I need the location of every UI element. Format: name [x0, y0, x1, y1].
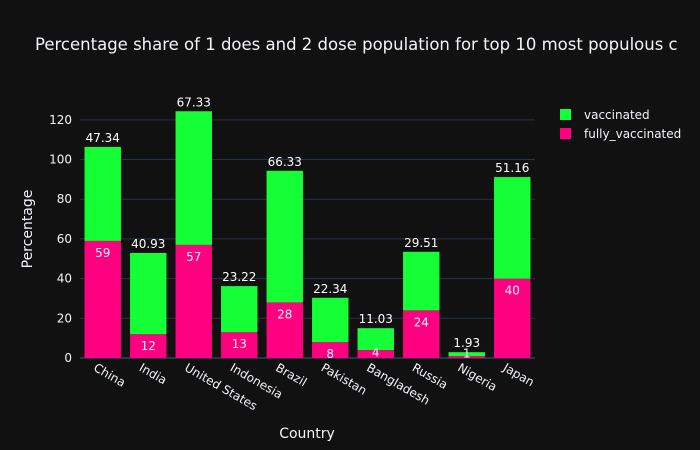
bar-fully-vaccinated: [403, 310, 440, 358]
legend-label-vaccinated: vaccinated: [584, 108, 650, 122]
data-labels: 59 47.34 12 40.93 57 67.33 13 23.22 28 66.33 8 22.3…: [86, 95, 530, 361]
bar-fully-vaccinated: [357, 350, 394, 358]
data-label-fully-vaccinated: 1: [463, 347, 471, 361]
y-tick-label: 60: [57, 232, 72, 246]
bar-fully-vaccinated: [266, 302, 303, 358]
y-tick-label: 120: [49, 113, 72, 127]
data-label-vaccinated: 11.03: [359, 312, 393, 326]
data-label-fully-vaccinated: 12: [141, 339, 156, 353]
bar-vaccinated: [494, 177, 531, 279]
data-label-vaccinated: 47.34: [86, 131, 120, 145]
bar-fully-vaccinated: [221, 332, 258, 358]
legend-swatch-fully-vaccinated: [560, 128, 571, 139]
bar-vaccinated: [130, 252, 167, 335]
bar-fully-vaccinated: [312, 342, 349, 358]
legend: vaccinated fully_vaccinated: [560, 108, 681, 141]
data-label-fully-vaccinated: 4: [372, 345, 380, 359]
data-label-vaccinated: 23.22: [222, 270, 256, 284]
bar-fully-vaccinated: [175, 244, 212, 358]
legend-label-fully-vaccinated: fully_vaccinated: [584, 127, 681, 141]
y-tick-label: 100: [49, 153, 72, 167]
bar-vaccinated: [312, 297, 349, 343]
bars: [84, 111, 531, 358]
x-axis-title: Country: [279, 426, 335, 442]
bar-vaccinated: [266, 170, 303, 303]
y-axis-title: Percentage: [20, 190, 36, 269]
data-label-fully-vaccinated: 59: [95, 246, 110, 260]
bar-vaccinated: [357, 328, 394, 351]
bar-fully-vaccinated: [448, 356, 485, 358]
data-label-vaccinated: 51.16: [495, 161, 529, 175]
data-label-fully-vaccinated: 24: [414, 315, 429, 329]
data-label-fully-vaccinated: 8: [326, 347, 334, 361]
data-label-vaccinated: 66.33: [268, 155, 302, 169]
data-label-fully-vaccinated: 13: [232, 337, 247, 351]
y-axis-ticks: 0 20 40 60 80 100 120: [49, 113, 72, 365]
data-label-vaccinated: 1.93: [453, 336, 480, 350]
data-label-fully-vaccinated: 57: [186, 250, 201, 264]
y-tick-label: 80: [57, 192, 72, 206]
legend-swatch-vaccinated: [560, 109, 571, 120]
bar-fully-vaccinated: [84, 240, 121, 358]
data-label-fully-vaccinated: 40: [505, 284, 520, 298]
bar-vaccinated: [84, 146, 121, 241]
data-label-vaccinated: 29.51: [404, 236, 438, 250]
data-label-vaccinated: 22.34: [313, 282, 347, 296]
bar-vaccinated: [221, 286, 258, 333]
bar-vaccinated: [175, 111, 212, 245]
bar-vaccinated: [403, 251, 440, 311]
bar-fully-vaccinated: [494, 278, 531, 358]
y-tick-label: 0: [64, 351, 72, 365]
chart-title: Percentage share of 1 does and 2 dose po…: [35, 35, 678, 54]
data-label-vaccinated: 40.93: [131, 237, 165, 251]
data-label-fully-vaccinated: 28: [277, 307, 292, 321]
data-label-vaccinated: 67.33: [177, 95, 211, 109]
y-tick-label: 40: [57, 272, 72, 286]
bar-vaccinated: [448, 352, 485, 357]
y-tick-label: 20: [57, 311, 72, 325]
bar-fully-vaccinated: [130, 334, 167, 358]
